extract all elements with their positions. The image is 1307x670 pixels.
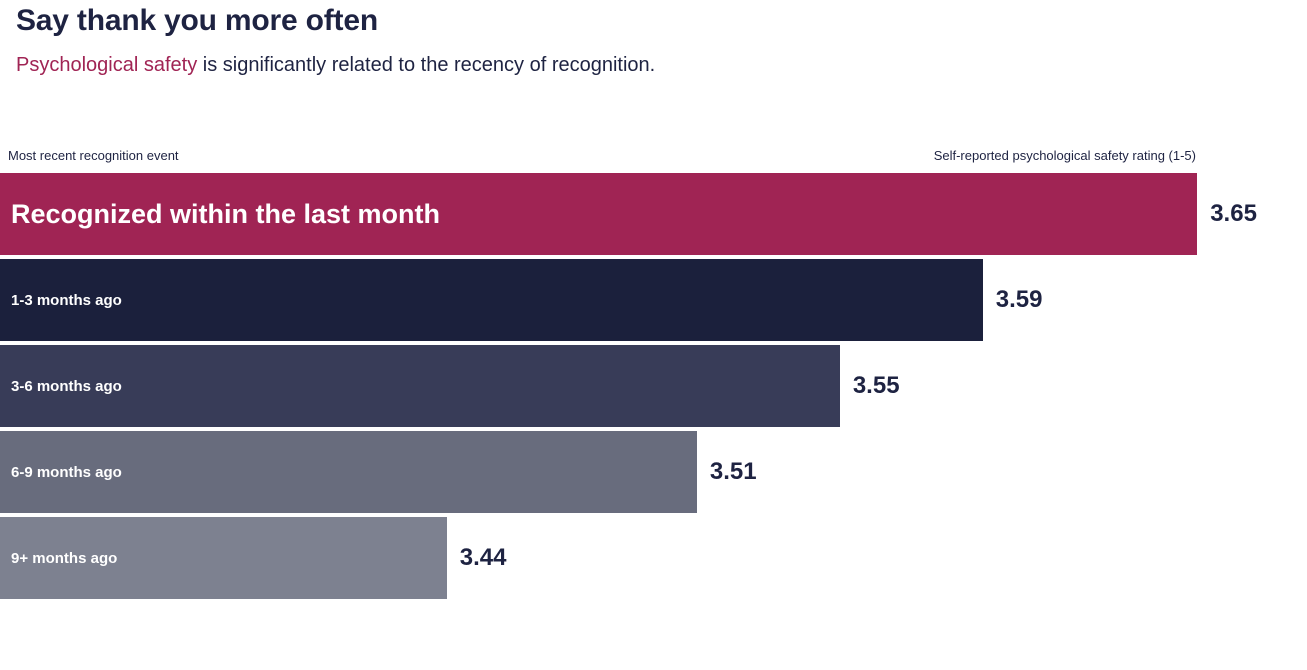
bar-row: 3-6 months ago 3.55	[0, 345, 1307, 427]
bar-category-label: 9+ months ago	[11, 549, 118, 567]
bar-value-label: 3.55	[852, 372, 900, 399]
bar: Recognized within the last month	[0, 173, 1198, 255]
page-subtitle: Psychological safety is significantly re…	[16, 54, 1291, 77]
subtitle-rest: is significantly related to the recency …	[197, 54, 656, 76]
bar-category-label: Recognized within the last month	[11, 198, 441, 229]
slide-header: Say thank you more often Psychological s…	[16, 4, 1291, 77]
bar: 9+ months ago	[0, 517, 447, 599]
y-axis-label: Most recent recognition event	[8, 148, 179, 163]
bar-value-label: 3.44	[459, 544, 507, 571]
bar-row: 9+ months ago 3.44	[0, 517, 1307, 599]
bar-category-label: 6-9 months ago	[11, 463, 122, 481]
bar: 1-3 months ago	[0, 259, 983, 341]
bar-category-label: 3-6 months ago	[11, 377, 122, 395]
bar-chart: Recognized within the last month 3.65 1-3 …	[0, 173, 1307, 603]
bar-row: 1-3 months ago 3.59	[0, 259, 1307, 341]
subtitle-highlight: Psychological safety	[16, 54, 198, 76]
bar-value-label: 3.51	[709, 458, 757, 485]
axis-header-row: Most recent recognition event Self-repor…	[8, 148, 1196, 163]
bar-category-label: 1-3 months ago	[11, 291, 122, 309]
x-axis-label: Self-reported psychological safety ratin…	[933, 148, 1196, 163]
bar: 6-9 months ago	[0, 431, 697, 513]
bar-row: 6-9 months ago 3.51	[0, 431, 1307, 513]
page-title: Say thank you more often	[16, 4, 378, 37]
bar-value-label: 3.59	[995, 286, 1043, 313]
bar: 3-6 months ago	[0, 345, 840, 427]
bar-value-label: 3.65	[1210, 200, 1257, 227]
bar-row: Recognized within the last month 3.65	[0, 173, 1307, 255]
